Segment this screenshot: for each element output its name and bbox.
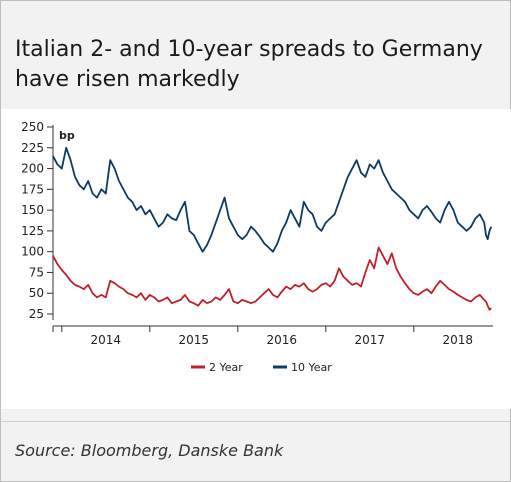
y-tick-label: 25: [29, 307, 44, 321]
y-tick-label: 100: [21, 245, 44, 259]
legend-label: 2 Year: [209, 361, 243, 374]
source-note: Source: Bloomberg, Danske Bank: [15, 441, 284, 460]
y-tick-label: 225: [21, 141, 44, 155]
x-tick-label: 2018: [443, 333, 474, 347]
y-tick-label: 200: [21, 162, 44, 176]
y-tick-label: 75: [29, 265, 44, 279]
series-line-2-year: [52, 246, 492, 311]
chart-title: Italian 2- and 10-year spreads to German…: [15, 37, 483, 92]
source-divider: [1, 421, 510, 422]
y-tick-label: 250: [21, 120, 44, 134]
y-tick-label: 175: [21, 182, 44, 196]
x-tick-label: 2014: [91, 333, 122, 347]
legend-label: 10 Year: [291, 361, 332, 374]
x-tick-label: 2015: [179, 333, 210, 347]
spread-chart: 25 50 75 100 125 150 175 200 225 250 bp 2014 2015 201…: [21, 120, 493, 374]
x-tick-label: 2016: [267, 333, 298, 347]
y-unit-label: bp: [59, 129, 75, 142]
y-tick-label: 150: [21, 203, 44, 217]
x-tick-label: 2017: [355, 333, 386, 347]
y-tick-label: 50: [29, 286, 44, 300]
y-tick-label: 125: [21, 224, 44, 238]
series-line-10-year: [52, 146, 493, 253]
plot-area: 25 50 75 100 125 150 175 200 225 250 bp 2014 2015 201…: [1, 109, 511, 409]
